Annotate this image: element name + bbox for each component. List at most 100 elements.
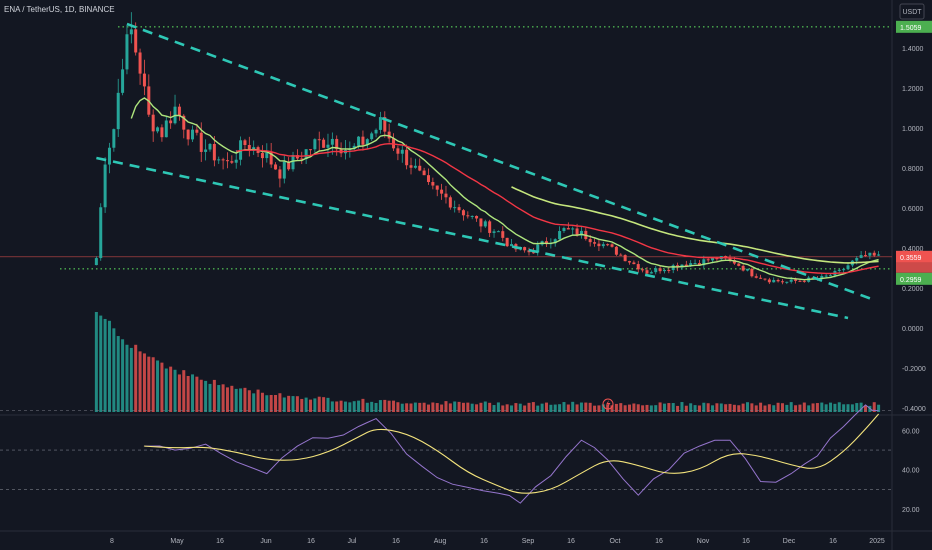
volume-bar: [833, 403, 837, 412]
candle-body: [322, 139, 326, 148]
volume-bar: [265, 395, 269, 412]
volume-bar: [322, 397, 326, 412]
currency-button-label[interactable]: USDT: [902, 9, 922, 16]
volume-bar: [820, 402, 824, 412]
candle-body: [121, 69, 125, 93]
volume-bar: [715, 403, 719, 412]
volume-bar: [606, 404, 610, 412]
price-tick-label: 0.0000: [902, 326, 924, 333]
candle-body: [829, 275, 833, 277]
volume-bar: [374, 402, 378, 412]
time-axis[interactable]: 8 May 16 Jun 16 Jul 16 Aug 16 Sep 16 Oct 16 Nov 16 Dec 1…: [110, 538, 885, 545]
volume-bar: [684, 405, 688, 412]
volume-bar: [243, 387, 247, 412]
volume-bar: [435, 403, 439, 412]
volume-bar: [562, 402, 566, 412]
candle-body: [169, 120, 173, 124]
candle-body: [614, 246, 618, 255]
volume-bar: [470, 403, 474, 412]
volume-bar: [527, 402, 531, 412]
moving-averages: [130, 97, 879, 281]
volume-bar: [400, 403, 404, 412]
time-tick-label: Jul: [348, 538, 357, 545]
candle-body: [453, 207, 457, 209]
candle-body: [868, 252, 872, 256]
volume-bar: [829, 402, 833, 412]
volume-bar: [593, 405, 597, 412]
candle-body: [418, 165, 422, 171]
volume-bar: [732, 404, 736, 412]
rsi-tick-label: 60.00: [902, 428, 920, 435]
trendlines[interactable]: [96, 22, 875, 320]
candle-body: [824, 275, 828, 277]
volume-lightning-icon[interactable]: [602, 398, 614, 410]
volume-bar: [859, 402, 863, 412]
volume-bar: [588, 402, 592, 412]
volume-bar: [357, 400, 361, 412]
volume-bar: [667, 403, 671, 412]
candle-body: [107, 147, 111, 165]
volume-bar: [759, 402, 763, 412]
volume-bar: [597, 405, 601, 412]
candle-body: [759, 277, 763, 279]
candle-body: [444, 193, 448, 198]
candle-body: [689, 263, 693, 267]
candle-body: [243, 140, 247, 145]
candle-body: [479, 218, 483, 227]
volume-bar: [142, 353, 146, 412]
volume-bar: [754, 405, 758, 412]
volume-bar: [348, 402, 352, 412]
volume-bar: [518, 403, 522, 412]
ema-slow-line: [511, 186, 879, 264]
volume-bar: [741, 403, 745, 412]
volume-bar: [737, 405, 741, 412]
volume-bar: [260, 392, 264, 412]
volume-bar: [689, 403, 693, 412]
candle-body: [378, 117, 382, 130]
candle-body: [160, 127, 164, 138]
candle-body: [269, 152, 273, 165]
candle-body: [156, 127, 160, 132]
volume-bar: [112, 328, 116, 412]
time-tick-label: 2025: [869, 538, 885, 545]
volume-bar: [156, 360, 160, 412]
currency-button[interactable]: USDT: [899, 3, 925, 20]
time-tick-label: May: [170, 538, 184, 545]
candle-body: [579, 230, 583, 236]
volume-bar: [531, 402, 535, 412]
volume-bar: [510, 405, 514, 412]
candle-body: [466, 215, 470, 217]
volume-bar: [208, 383, 212, 412]
volume-bar: [256, 389, 260, 412]
candle-body: [234, 159, 238, 163]
candle-body: [295, 155, 299, 159]
candle-body: [282, 161, 286, 179]
volume-bar: [566, 404, 570, 412]
volume-bar: [304, 397, 308, 412]
volume-bar: [750, 403, 754, 412]
time-tick-label: 8: [110, 538, 114, 545]
volume-bar: [295, 396, 299, 412]
volume-bar: [370, 401, 374, 412]
horizontal-levels[interactable]: [0, 26, 892, 270]
rsi-tick-label: 40.00: [902, 468, 920, 475]
volume-bar: [212, 379, 216, 412]
candle-body: [789, 279, 793, 282]
candle-body: [317, 139, 321, 141]
volume-bar: [645, 404, 649, 412]
candle-body: [212, 143, 216, 161]
volume-bar: [317, 396, 321, 412]
candle-body: [103, 164, 107, 208]
candle-body: [400, 149, 404, 154]
candle-body: [728, 258, 732, 261]
price-axis[interactable]: 1.4000 1.2000 1.0000 0.8000 0.6000 0.4000 0.20…: [896, 20, 932, 413]
candle-body: [435, 185, 439, 190]
volume-bar: [711, 405, 715, 412]
volume-bar: [461, 402, 465, 412]
volume-bar: [274, 395, 278, 412]
candle-body: [357, 136, 361, 146]
volume-bar: [186, 375, 190, 412]
candle-body: [300, 158, 304, 160]
volume-bar: [365, 402, 369, 412]
